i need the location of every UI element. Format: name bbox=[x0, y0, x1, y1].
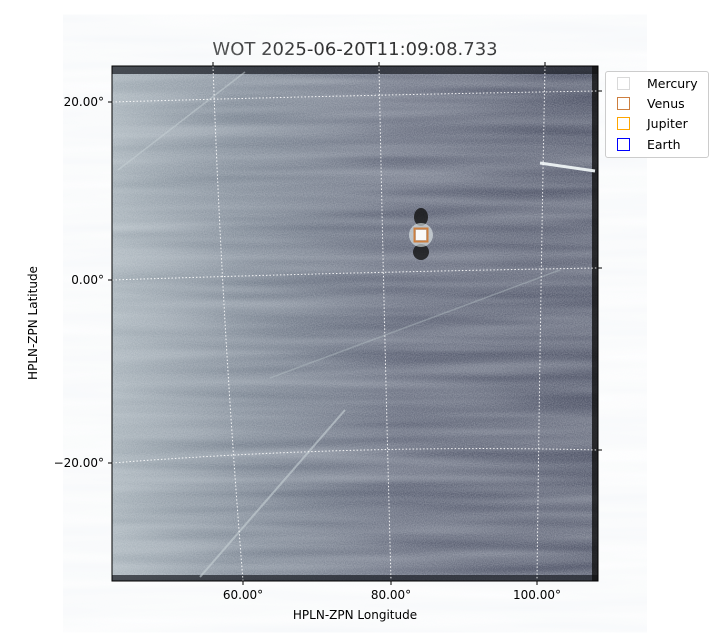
x-tick-label: 100.00° bbox=[513, 588, 561, 602]
chart-title: WOT 2025-06-20T11:09:08.733 bbox=[212, 39, 498, 60]
legend-label: Mercury bbox=[647, 75, 698, 91]
legend-item-jupiter: Jupiter bbox=[617, 115, 688, 131]
y-tick-label: −20.00° bbox=[53, 456, 104, 470]
legend-item-venus: Venus bbox=[617, 95, 685, 111]
legend: Mercury Venus Jupiter Earth bbox=[605, 71, 709, 158]
grid-lat-20 bbox=[111, 90, 599, 103]
y-axis-label: HPLN-ZPN Latitude bbox=[26, 266, 40, 380]
legend-item-mercury: Mercury bbox=[617, 75, 698, 91]
grid-lon-100 bbox=[536, 65, 546, 582]
y-tick-label: 20.00° bbox=[63, 95, 104, 109]
legend-label: Venus bbox=[647, 95, 685, 111]
legend-swatch bbox=[617, 116, 630, 130]
coordinate-grid bbox=[111, 65, 599, 582]
y-tick-label: 0.00° bbox=[71, 273, 104, 287]
axes-frame bbox=[111, 65, 599, 582]
legend-swatch bbox=[617, 137, 630, 151]
x-axis-label: HPLN-ZPN Longitude bbox=[292, 608, 418, 622]
grid-lon-80 bbox=[378, 65, 392, 582]
body-markers bbox=[413, 227, 429, 243]
legend-label: Earth bbox=[647, 136, 681, 152]
grid-lon-60 bbox=[212, 65, 244, 582]
legend-label: Jupiter bbox=[647, 115, 688, 131]
marker-venus bbox=[413, 227, 429, 243]
grid-lat-0 bbox=[111, 267, 599, 281]
legend-swatch bbox=[617, 96, 630, 110]
legend-swatch bbox=[617, 76, 630, 90]
grid-lat-minus20 bbox=[111, 448, 599, 464]
solar-image bbox=[112, 66, 598, 581]
x-tick-label: 60.00° bbox=[222, 588, 264, 602]
legend-item-earth: Earth bbox=[617, 136, 681, 152]
tick-marks bbox=[108, 62, 602, 585]
x-tick-label: 80.00° bbox=[370, 588, 412, 602]
